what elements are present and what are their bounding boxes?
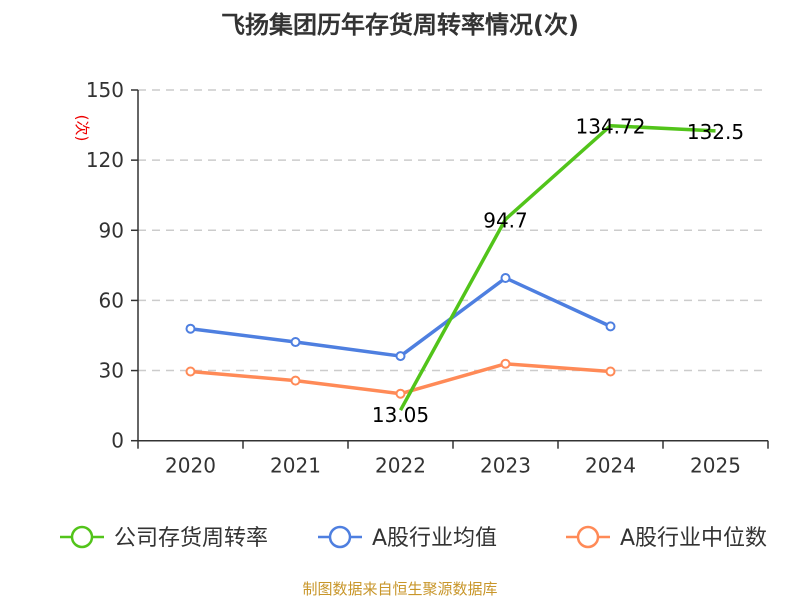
legend-label: A股行业中位数 [620,526,767,551]
x-tick-label: 2020 [165,454,216,478]
x-tick-label: 2025 [690,454,741,478]
data-point [290,375,301,386]
legend-marker [328,525,352,549]
y-tick-label: 150 [86,78,124,102]
x-tick-label: 2022 [375,454,426,478]
source-note: 制图数据来自恒生聚源数据库 [302,580,497,598]
y-tick-label: 60 [99,288,124,312]
data-label: 134.72 [576,115,646,139]
data-label: 132.5 [687,120,744,144]
x-tick-label: 2023 [480,454,531,478]
data-point [605,321,616,332]
data-point [605,366,616,377]
y-tick-label: 0 [111,429,124,453]
data-point [500,272,511,283]
data-label: 13.05 [372,403,429,427]
x-tick-label: 2024 [585,454,636,478]
x-tick-label: 2021 [270,454,321,478]
legend-marker [576,525,600,549]
legend-label: 公司存货周转率 [114,526,268,551]
y-tick-label: 90 [99,218,124,242]
data-label: 94.7 [483,208,528,232]
series-line-1 [190,276,612,358]
y-axis-label: (次) [73,115,91,142]
data-point [395,388,406,399]
legend-marker [70,525,94,549]
data-point [290,337,301,348]
chart-title: 飞扬集团历年存货周转率情况(次) [221,11,579,39]
series-line-0 [398,123,716,412]
legend-label: A股行业均值 [372,526,497,551]
y-tick-label: 30 [99,359,124,383]
data-point [500,358,511,369]
y-tick-label: 120 [86,148,124,172]
data-point [395,351,406,362]
data-point [185,323,196,334]
data-point [185,366,196,377]
